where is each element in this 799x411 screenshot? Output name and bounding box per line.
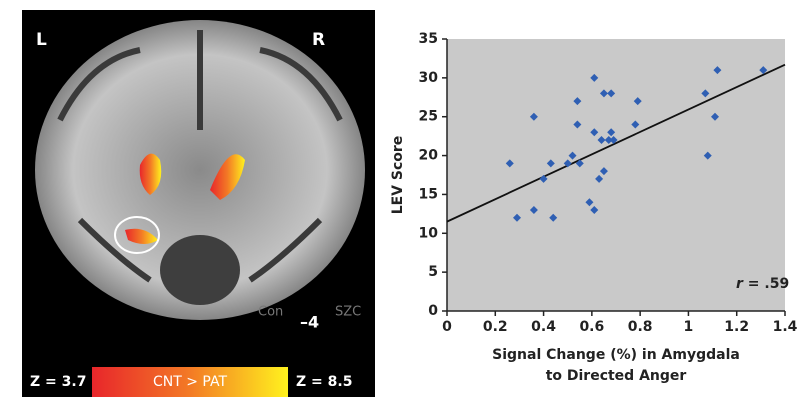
overlay-label: Con [258,305,283,320]
x-tick-label: 1.4 [773,319,798,335]
annotation-text: = .59 [743,276,789,292]
y-tick-label: 5 [428,264,438,280]
y-tick-label: 30 [419,70,439,86]
y-tick-label: 20 [419,148,439,164]
x-tick-label: 1.2 [724,319,749,335]
plot-background [447,39,785,311]
y-tick-label: 10 [419,225,439,241]
figure: L R Con SZC –4 Z = 3.7 CNT > PAT Z = 8.5… [0,0,799,407]
x-tick-label: 0 [442,319,452,335]
slice-label: –4 [300,313,319,332]
brainstem [160,235,240,305]
side-label: L [36,30,47,50]
y-axis-label: LEV Score [390,136,406,215]
x-axis-label: to Directed Anger [546,368,687,384]
side-label: R [312,30,325,50]
y-tick-label: 25 [419,109,438,125]
scale-title: CNT > PAT [153,374,227,390]
x-tick-label: 0.6 [579,319,604,335]
scale-max: Z = 8.5 [296,374,352,390]
scale-min: Z = 3.7 [30,374,86,390]
y-tick-label: 0 [428,303,438,319]
annotation: r = .59 [736,276,789,292]
overlay-label: SZC [335,305,361,320]
x-tick-label: 0.8 [628,319,653,335]
y-tick-label: 15 [419,186,438,202]
y-tick-label: 35 [419,31,438,47]
x-tick-label: 0.4 [531,319,556,335]
x-tick-label: 0.2 [483,319,508,335]
brain-panel: L R Con SZC –4 Z = 3.7 CNT > PAT Z = 8.5 [22,10,375,397]
x-axis-label: Signal Change (%) in Amygdala [492,347,740,363]
x-tick-label: 1 [684,319,694,335]
